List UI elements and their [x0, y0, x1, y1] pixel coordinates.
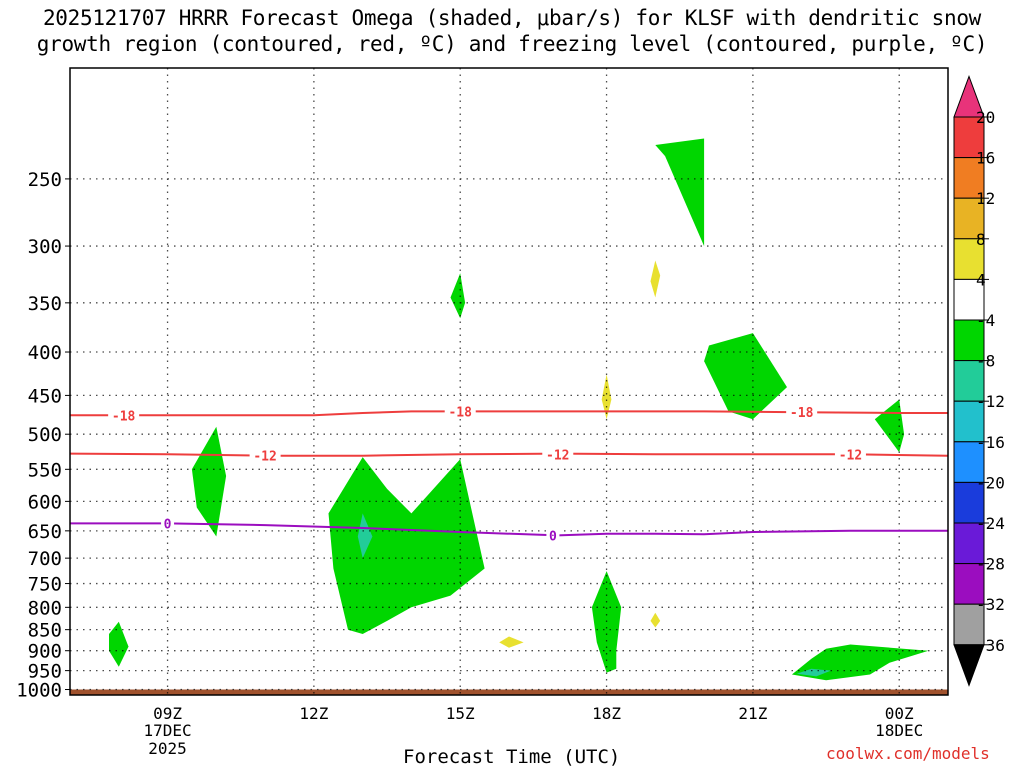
omega-core-9 — [357, 513, 373, 559]
colorbar-swatch — [953, 197, 985, 240]
contour-label-bg — [546, 528, 560, 543]
colorbar-swatch — [953, 157, 985, 199]
chart-title-line1: 2025121707 HRRR Forecast Omega (shaded, … — [42, 6, 982, 30]
y-tick-label: 500 — [28, 424, 62, 446]
contour-label: 0 — [549, 529, 557, 544]
x-tick-sublabel: 18DEC — [875, 721, 923, 740]
contour-label: -12 — [253, 450, 276, 465]
y-tick-label: 400 — [28, 342, 62, 364]
y-tick-label: 300 — [28, 236, 62, 258]
omega-area-5 — [328, 457, 485, 634]
contour-label: 0 — [164, 517, 172, 532]
colorbar-swatch — [953, 238, 985, 280]
y-tick-label: 900 — [28, 641, 62, 663]
omega-area-7 — [109, 621, 129, 667]
x-axis-label: Forecast Time (UTC) — [403, 746, 621, 768]
omega-core-10 — [796, 668, 831, 677]
x-tick-label: 21Z — [738, 704, 767, 723]
contour-label-bg — [786, 405, 818, 420]
contour-label-bg — [108, 408, 140, 423]
colorbar-swatch — [953, 360, 985, 402]
x-tick-label: 00Z — [885, 704, 914, 723]
x-tick-sublabel: 17DEC — [143, 721, 191, 740]
omega-positive-13 — [650, 612, 661, 628]
y-tick-label: 850 — [28, 620, 62, 642]
y-tick-label: 650 — [28, 521, 62, 543]
colorbar-label: 20 — [976, 108, 995, 127]
ground-layer — [70, 689, 948, 695]
colorbar-label: 8 — [976, 230, 986, 249]
colorbar-label: 12 — [976, 189, 995, 208]
colorbar-label: -4 — [976, 311, 995, 330]
contour-label: -12 — [546, 448, 569, 463]
colorbar-label: 16 — [976, 149, 995, 168]
omega-positive-11 — [650, 260, 661, 298]
y-tick-label: 450 — [28, 385, 62, 407]
omega-positive-14 — [499, 636, 524, 648]
colorbar-label: -36 — [976, 636, 1005, 655]
source-credit: coolwx.com/models — [826, 744, 990, 763]
plot-frame — [69, 67, 949, 696]
colorbar-swatch — [953, 522, 985, 565]
y-tick-label: 350 — [28, 293, 62, 315]
omega-area-0 — [655, 138, 705, 247]
colorbar-label: -24 — [976, 514, 1005, 533]
colorbar-swatch — [953, 563, 985, 605]
contour-label: -18 — [448, 405, 472, 420]
y-tick-label: 800 — [28, 597, 62, 619]
y-tick-label: 1000 — [16, 680, 62, 702]
colorbar-label: -32 — [976, 595, 1005, 614]
freezing-level-contour — [70, 522, 948, 537]
contour-label-bg — [161, 516, 175, 531]
chart-title-line2: growth region (contoured, red, ºC) and f… — [36, 32, 988, 56]
omega-area-1 — [704, 333, 787, 420]
colorbar-swatch — [953, 319, 985, 362]
colorbar-label: -12 — [976, 392, 1005, 411]
x-tick-sublabel: 2025 — [148, 739, 187, 758]
colorbar-swatch — [953, 481, 985, 524]
contour-label-bg — [249, 448, 281, 463]
y-tick-label: 700 — [28, 548, 62, 570]
y-tick-label: 550 — [28, 459, 62, 481]
omega-area-3 — [450, 273, 466, 319]
contour-label-bg — [444, 404, 476, 419]
contour-label: -18 — [790, 406, 814, 421]
y-tick-label: 600 — [28, 491, 62, 513]
x-tick-label: 18Z — [592, 704, 621, 723]
colorbar-label: -28 — [976, 555, 1005, 574]
omega-area-4 — [191, 426, 227, 537]
contour-label-bg — [542, 447, 574, 462]
contour-label: -12 — [839, 448, 862, 463]
x-tick-label: 15Z — [446, 704, 475, 723]
x-tick-label: 09Z — [153, 704, 182, 723]
x-tick-label: 12Z — [299, 704, 328, 723]
colorbar-arrow-bottom — [953, 644, 985, 687]
colorbar-label: -20 — [976, 473, 1005, 492]
y-tick-label: 950 — [28, 661, 62, 683]
dgz-bottom-contour — [69, 452, 949, 457]
y-tick-label: 250 — [28, 169, 62, 191]
contour-label-bg — [834, 447, 866, 462]
colorbar-label: 4 — [976, 270, 986, 289]
contour-label: -18 — [112, 409, 136, 424]
colorbar-swatch — [953, 603, 985, 646]
omega-positive-12 — [601, 374, 612, 420]
colorbar-swatch — [953, 278, 985, 321]
colorbar-label: -16 — [976, 433, 1005, 452]
colorbar-label: -8 — [976, 352, 995, 371]
y-tick-label: 750 — [28, 574, 62, 596]
